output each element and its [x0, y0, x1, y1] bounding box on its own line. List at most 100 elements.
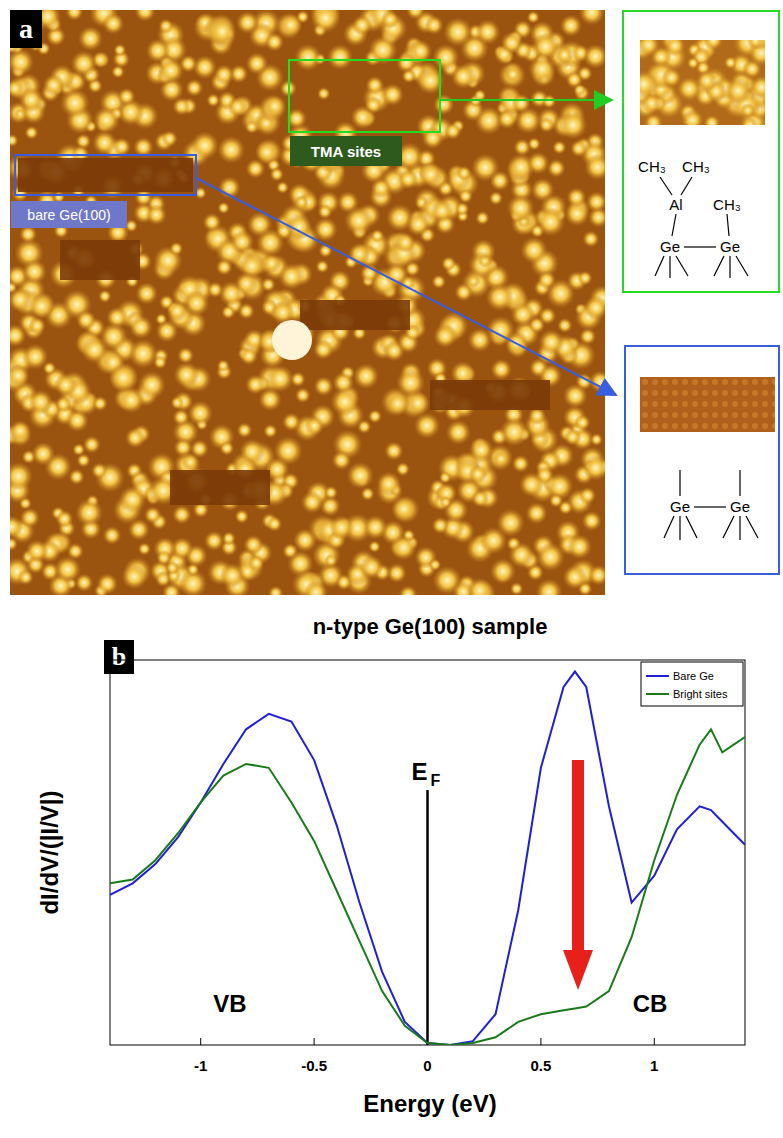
stm-feature — [451, 64, 476, 89]
stm-feature — [418, 162, 443, 187]
bond — [679, 516, 680, 540]
stm-feature — [579, 487, 596, 504]
stm-feature — [153, 355, 167, 369]
stm-feature — [266, 516, 282, 532]
stm-feature — [204, 531, 224, 551]
stm-feature — [443, 17, 473, 47]
x-tick — [654, 1038, 655, 1045]
lattice-dot — [682, 390, 688, 396]
stm-feature — [665, 40, 686, 56]
stm-feature — [414, 412, 441, 439]
chem-label: CH₃ — [713, 196, 741, 213]
lattice-dot — [642, 412, 648, 418]
lattice-dot — [672, 401, 678, 407]
stm-feature — [542, 94, 556, 108]
bare-patch — [60, 240, 140, 280]
stm-feature — [156, 320, 178, 342]
tma-box — [289, 60, 440, 132]
lattice-dot — [642, 423, 648, 429]
stm-feature — [98, 290, 111, 303]
stm-feature — [500, 417, 529, 446]
lattice-dot — [692, 379, 698, 385]
stm-feature — [25, 540, 48, 563]
stm-feature — [313, 339, 333, 359]
stm-feature — [480, 527, 507, 554]
lattice-dot — [692, 401, 698, 407]
fermi-line — [426, 790, 429, 1045]
stm-feature — [112, 137, 131, 156]
stm-feature — [221, 305, 235, 319]
stm-feature — [424, 16, 443, 35]
lattice-dot — [772, 390, 775, 396]
stm-feature — [214, 64, 235, 85]
stm-feature — [169, 242, 183, 256]
lattice-dot — [722, 401, 728, 407]
stm-feature — [66, 409, 89, 432]
stm-feature — [125, 428, 146, 449]
fermi-label-sub: F — [431, 772, 441, 789]
stm-feature — [433, 324, 457, 348]
stm-feature — [187, 400, 213, 426]
stm-feature — [324, 554, 337, 567]
x-tick — [314, 1038, 315, 1045]
stm-feature — [161, 130, 178, 147]
stm-feature — [368, 540, 380, 552]
stm-feature — [10, 324, 27, 347]
stm-feature — [102, 13, 124, 35]
stm-feature — [43, 361, 57, 375]
stm-feature — [270, 167, 284, 181]
lattice-dot — [772, 379, 775, 385]
bond — [679, 470, 680, 496]
lattice-dot — [682, 412, 688, 418]
lattice-dot — [762, 412, 768, 418]
stm-feature — [446, 420, 471, 445]
stm-feature — [172, 505, 191, 524]
stm-image — [640, 40, 765, 125]
lattice-dot — [692, 390, 698, 396]
stm-feature — [578, 271, 593, 286]
stm-feature — [203, 213, 222, 232]
stm-feature — [370, 229, 384, 243]
chem-label: CH₃ — [638, 158, 666, 175]
stm-feature — [263, 424, 277, 438]
stm-feature — [78, 26, 103, 51]
stm-feature — [138, 542, 151, 555]
x-tick — [540, 1038, 541, 1045]
stm-feature — [584, 295, 605, 320]
bond — [736, 256, 748, 276]
stm-feature — [491, 359, 512, 380]
lattice-dot — [702, 390, 708, 396]
tma-inset-panel — [623, 11, 779, 292]
stm-feature — [512, 94, 531, 113]
lattice-dot — [702, 401, 708, 407]
legend-label: Bright sites — [673, 688, 728, 700]
stm-feature — [10, 462, 33, 491]
chart-title: n-type Ge(100) sample — [313, 614, 548, 639]
bond — [746, 516, 758, 538]
lattice-dot — [742, 390, 748, 396]
stm-feature — [560, 15, 582, 37]
bare-inset-panel — [625, 346, 779, 574]
stm-feature — [588, 565, 605, 586]
stm-feature — [357, 420, 371, 434]
stm-feature — [471, 489, 489, 507]
lattice-dot — [652, 423, 658, 429]
stm-feature — [563, 565, 588, 590]
stm-image — [640, 377, 775, 432]
stm-feature — [10, 516, 23, 539]
stm-feature — [392, 497, 417, 522]
lattice-dot — [752, 390, 758, 396]
bare-patch — [300, 300, 410, 330]
lattice-dot — [772, 423, 775, 429]
figure: aTMA sitesbare Ge(100)CH₃CH₃AlCH₃GeGeGeG… — [0, 0, 783, 1138]
stm-feature — [60, 88, 90, 118]
stm-feature — [528, 316, 545, 333]
stm-feature — [527, 152, 550, 175]
stm-feature — [742, 59, 761, 78]
stm-feature — [346, 462, 374, 490]
stm-feature — [433, 94, 454, 115]
lattice-dot — [742, 401, 748, 407]
stm-feature — [264, 95, 286, 117]
stm-feature — [747, 40, 764, 49]
stm-feature — [75, 573, 93, 591]
